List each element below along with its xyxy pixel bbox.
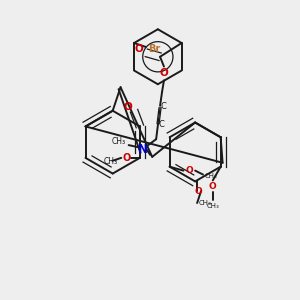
Text: O: O <box>209 182 217 191</box>
Text: CH₃: CH₃ <box>103 157 118 166</box>
Text: O: O <box>124 102 133 112</box>
Text: O: O <box>160 68 168 78</box>
Text: N: N <box>137 142 147 155</box>
Text: O: O <box>122 153 130 163</box>
Text: C: C <box>160 102 166 111</box>
Text: Br: Br <box>148 44 160 54</box>
Text: O: O <box>185 166 193 175</box>
Text: CH₃: CH₃ <box>112 137 126 146</box>
Text: CH₃: CH₃ <box>206 203 219 209</box>
Text: O: O <box>194 187 202 196</box>
Text: C: C <box>158 120 164 129</box>
Text: CH₃: CH₃ <box>205 173 217 179</box>
Text: CH₃: CH₃ <box>199 200 211 206</box>
Text: O: O <box>134 44 143 54</box>
